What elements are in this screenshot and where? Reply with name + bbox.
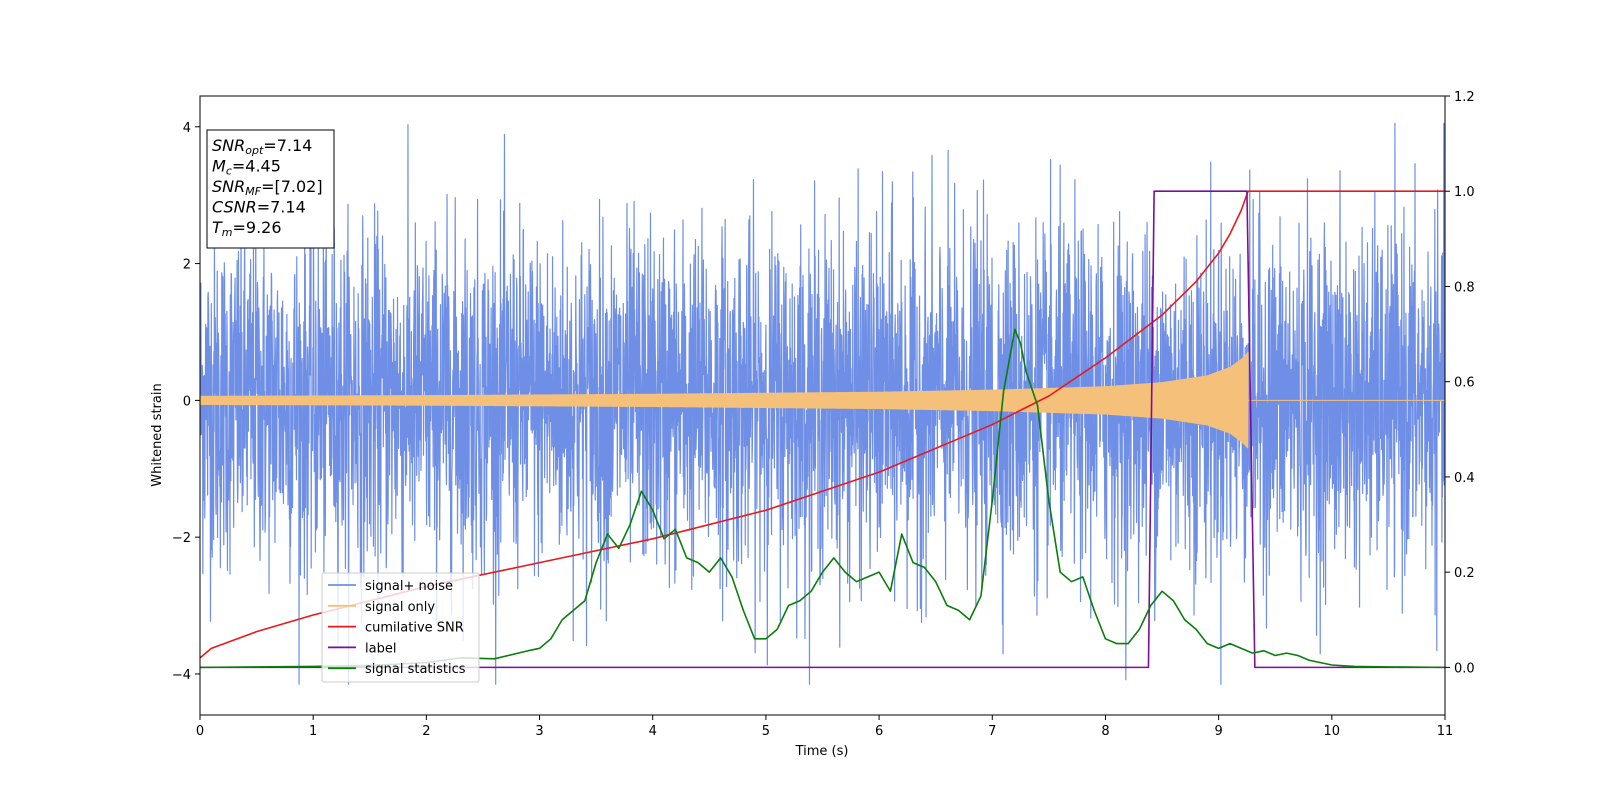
y-axis-right: 1.2 1.0 0.8 0.6 0.4 0.2 0.0: [1445, 90, 1475, 676]
y2-tick-label: 1.0: [1454, 185, 1475, 200]
x-tick-label: 0: [196, 724, 204, 739]
y2-tick-label: 0.2: [1454, 566, 1475, 581]
x-tick-label: 11: [1437, 724, 1454, 739]
y2-tick-label: 0.0: [1454, 661, 1475, 676]
x-axis-label: Time (s): [795, 744, 849, 759]
y-tick-label: 4: [183, 121, 191, 136]
stat-entry: Mc=4.45: [212, 157, 281, 178]
series-line-3: [200, 190, 1445, 669]
x-tick-label: 6: [875, 724, 883, 739]
legend: signal+ noise signal only cumilative SNR la…: [321, 572, 480, 683]
x-tick-label: 7: [988, 724, 996, 739]
stats-box: SNRopt=7.14Mc=4.45SNRMF=[7.02]CSNR=7.14T…: [206, 129, 335, 249]
series-line-1: [200, 351, 1445, 449]
y-tick-label: −2: [172, 531, 191, 546]
series-line-4: [200, 328, 1445, 669]
y2-tick-label: 0.8: [1454, 280, 1475, 295]
legend-label: signal only: [365, 600, 435, 615]
x-axis: 0 1 2 3 4 5 6 7 8 9 10 11: [196, 715, 1453, 739]
stats-box-frame: [206, 129, 335, 249]
y2-tick-label: 0.4: [1454, 471, 1475, 486]
x-tick-label: 9: [1214, 724, 1222, 739]
x-tick-label: 2: [422, 724, 430, 739]
x-tick-label: 3: [535, 724, 543, 739]
y2-tick-label: 0.6: [1454, 376, 1475, 391]
x-tick-label: 1: [309, 724, 317, 739]
x-tick-label: 5: [762, 724, 770, 739]
legend-label: label: [365, 641, 396, 656]
stat-entry: Tm=9.26: [212, 218, 282, 239]
legend-label: signal+ noise: [365, 579, 453, 594]
stat-entry: SNRopt=7.14: [212, 136, 312, 157]
plot-frame: [199, 95, 1446, 716]
stat-entry: SNRMF=[7.02]: [212, 177, 323, 198]
legend-label: cumilative SNR: [365, 621, 464, 636]
y-tick-label: −4: [172, 668, 191, 683]
y-axis-left: 4 2 0 −2 −4: [172, 121, 200, 683]
legend-label: signal statistics: [365, 662, 466, 677]
y2-tick-label: 1.2: [1454, 90, 1475, 105]
y-tick-label: 2: [183, 258, 191, 273]
y-tick-label: 0: [183, 394, 191, 409]
x-tick-label: 10: [1324, 724, 1341, 739]
stat-entry: CSNR=7.14: [212, 198, 306, 217]
legend-frame: [321, 572, 480, 683]
x-tick-label: 4: [649, 724, 657, 739]
x-tick-label: 8: [1101, 724, 1109, 739]
y-axis-label: Whitened strain: [150, 383, 165, 486]
